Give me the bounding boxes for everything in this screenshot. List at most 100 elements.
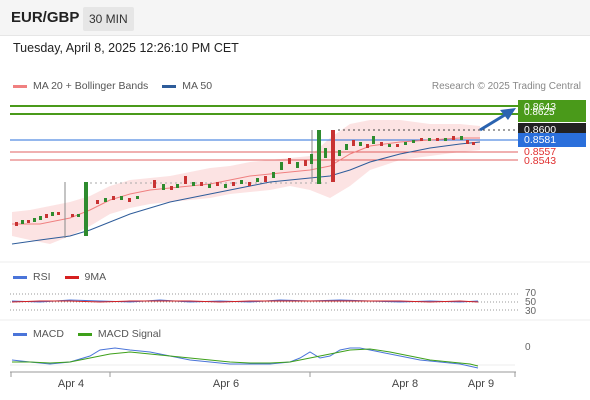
- legend-label-9ma: 9MA: [84, 271, 107, 283]
- candle: [27, 220, 30, 223]
- candle: [162, 184, 165, 190]
- candle: [104, 198, 107, 202]
- candle: [39, 216, 42, 220]
- candle: [338, 150, 341, 156]
- timestamp: Tuesday, April 8, 2025 12:26:10 PM CET: [13, 41, 239, 55]
- target2-price-label: 0.8625: [524, 107, 555, 118]
- forecast-arrow-icon: [500, 108, 516, 120]
- candle: [366, 144, 369, 148]
- research-credit: Research © 2025 Trading Central: [431, 81, 581, 92]
- candle: [380, 142, 383, 146]
- candle: [304, 160, 307, 166]
- macd-zero-label: 0: [525, 342, 531, 353]
- rsi-9ma-line: [11, 300, 479, 303]
- legend-label-macd-signal: MACD Signal: [97, 328, 161, 340]
- candle: [317, 130, 321, 184]
- rsi-level-label-30: 30: [525, 306, 537, 317]
- macd-legend: MACD MACD Signal: [13, 328, 175, 340]
- candle: [345, 144, 348, 150]
- candle: [331, 130, 335, 182]
- candle: [404, 142, 407, 145]
- ma20-line: [12, 137, 480, 225]
- x-axis-label: Apr 4: [57, 378, 85, 390]
- main-chart-legend: MA 20 + Bollinger Bands MA 50: [13, 80, 226, 92]
- candle: [372, 136, 375, 144]
- rsi-level-label-50: 50: [525, 297, 537, 308]
- candle: [359, 142, 362, 146]
- candle: [77, 214, 80, 217]
- candle: [176, 184, 179, 188]
- header-bar: EUR/GBP 30 MIN: [0, 0, 590, 36]
- candle: [208, 184, 211, 188]
- candle: [264, 176, 267, 182]
- candle: [460, 136, 463, 140]
- candle: [21, 220, 24, 224]
- candle: [428, 138, 431, 141]
- macd-signal-swatch-icon: [77, 332, 92, 336]
- candle: [256, 178, 259, 182]
- legend-label-macd: MACD: [33, 328, 64, 340]
- legend-item-ma20: MA 20 + Bollinger Bands: [13, 80, 148, 92]
- currency-pair-title: EUR/GBP: [11, 9, 80, 26]
- candle: [324, 148, 327, 158]
- timeframe-badge[interactable]: 30 MIN: [83, 7, 134, 31]
- rsi-swatch-icon: [13, 275, 27, 279]
- legend-item-rsi: RSI: [13, 271, 51, 283]
- candle: [280, 162, 283, 170]
- ma20-swatch-icon: [13, 84, 27, 88]
- candle: [153, 180, 156, 188]
- candle: [472, 142, 475, 145]
- support2-price-label: 0.8543: [524, 155, 557, 167]
- candle: [396, 144, 399, 147]
- candle: [51, 212, 54, 216]
- candlesticks: [15, 130, 475, 238]
- candle: [388, 144, 391, 147]
- candle: [45, 214, 48, 218]
- candle: [420, 138, 423, 141]
- legend-item-macd: MACD: [13, 328, 64, 340]
- bollinger-band: [12, 120, 480, 244]
- candle: [120, 196, 123, 200]
- legend-item-ma50: MA 50: [162, 80, 212, 92]
- ma50-swatch-icon: [162, 84, 177, 88]
- legend-item-macd-signal: MACD Signal: [77, 328, 161, 340]
- legend-item-9ma: 9MA: [64, 271, 107, 283]
- candle: [436, 138, 439, 141]
- candle: [216, 182, 219, 186]
- ma9-swatch-icon: [64, 275, 79, 279]
- rsi-level-label-70: 70: [525, 288, 537, 299]
- candle: [296, 162, 299, 168]
- candle: [200, 182, 203, 186]
- candle: [240, 180, 243, 184]
- candle: [170, 186, 173, 190]
- candle: [57, 212, 60, 215]
- target-price-label: 0.8643: [524, 101, 557, 113]
- candle: [112, 196, 115, 200]
- candle: [272, 172, 275, 178]
- candle: [466, 140, 469, 144]
- candle: [33, 218, 36, 222]
- support1-price-label: 0.8557: [524, 146, 557, 158]
- candle: [71, 214, 74, 217]
- candle: [84, 182, 88, 236]
- current-price-tag: 0.8581: [518, 133, 586, 147]
- candle: [288, 158, 291, 164]
- candle: [96, 200, 99, 204]
- candle: [192, 182, 195, 186]
- target-price-tag: 0.8643 0.8625: [518, 100, 586, 122]
- candle: [248, 182, 251, 186]
- legend-label-rsi: RSI: [33, 271, 51, 283]
- rsi-legend: RSI 9MA: [13, 271, 120, 283]
- legend-label-ma20: MA 20 + Bollinger Bands: [33, 80, 149, 92]
- candle: [232, 182, 235, 186]
- ma50-line: [11, 141, 481, 245]
- macd-signal-line: [12, 348, 479, 367]
- forecast-arrow-line: [479, 111, 509, 132]
- candle: [136, 196, 139, 199]
- candle: [184, 176, 187, 184]
- candle: [310, 154, 313, 164]
- candle: [412, 140, 415, 143]
- candle: [128, 198, 131, 202]
- candle: [15, 222, 18, 226]
